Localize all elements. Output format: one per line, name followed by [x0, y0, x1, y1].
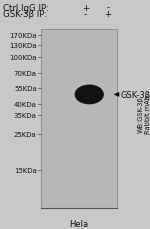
- Text: 40KDa: 40KDa: [14, 101, 37, 107]
- Text: GSK-3β: GSK-3β: [121, 90, 150, 100]
- Text: Hela: Hela: [69, 219, 88, 228]
- Text: 130KDa: 130KDa: [9, 43, 37, 49]
- FancyBboxPatch shape: [40, 30, 117, 208]
- Text: +: +: [82, 3, 89, 13]
- Text: -: -: [84, 10, 87, 19]
- Text: 100KDa: 100KDa: [9, 54, 37, 60]
- Text: Ctrl IgG IP:: Ctrl IgG IP:: [3, 3, 49, 13]
- Text: 170KDa: 170KDa: [9, 33, 37, 38]
- Text: 70KDa: 70KDa: [14, 70, 37, 76]
- Text: WB:GSK-3β
Rabbit mAb: WB:GSK-3β Rabbit mAb: [138, 95, 150, 134]
- Ellipse shape: [75, 86, 103, 104]
- Text: GSK-3β IP:: GSK-3β IP:: [3, 10, 47, 19]
- Text: 35KDa: 35KDa: [14, 113, 37, 119]
- Text: 25KDa: 25KDa: [14, 131, 37, 137]
- Text: 55KDa: 55KDa: [14, 85, 37, 91]
- Text: 15KDa: 15KDa: [14, 168, 37, 174]
- Text: -: -: [106, 3, 110, 13]
- Text: +: +: [104, 10, 112, 19]
